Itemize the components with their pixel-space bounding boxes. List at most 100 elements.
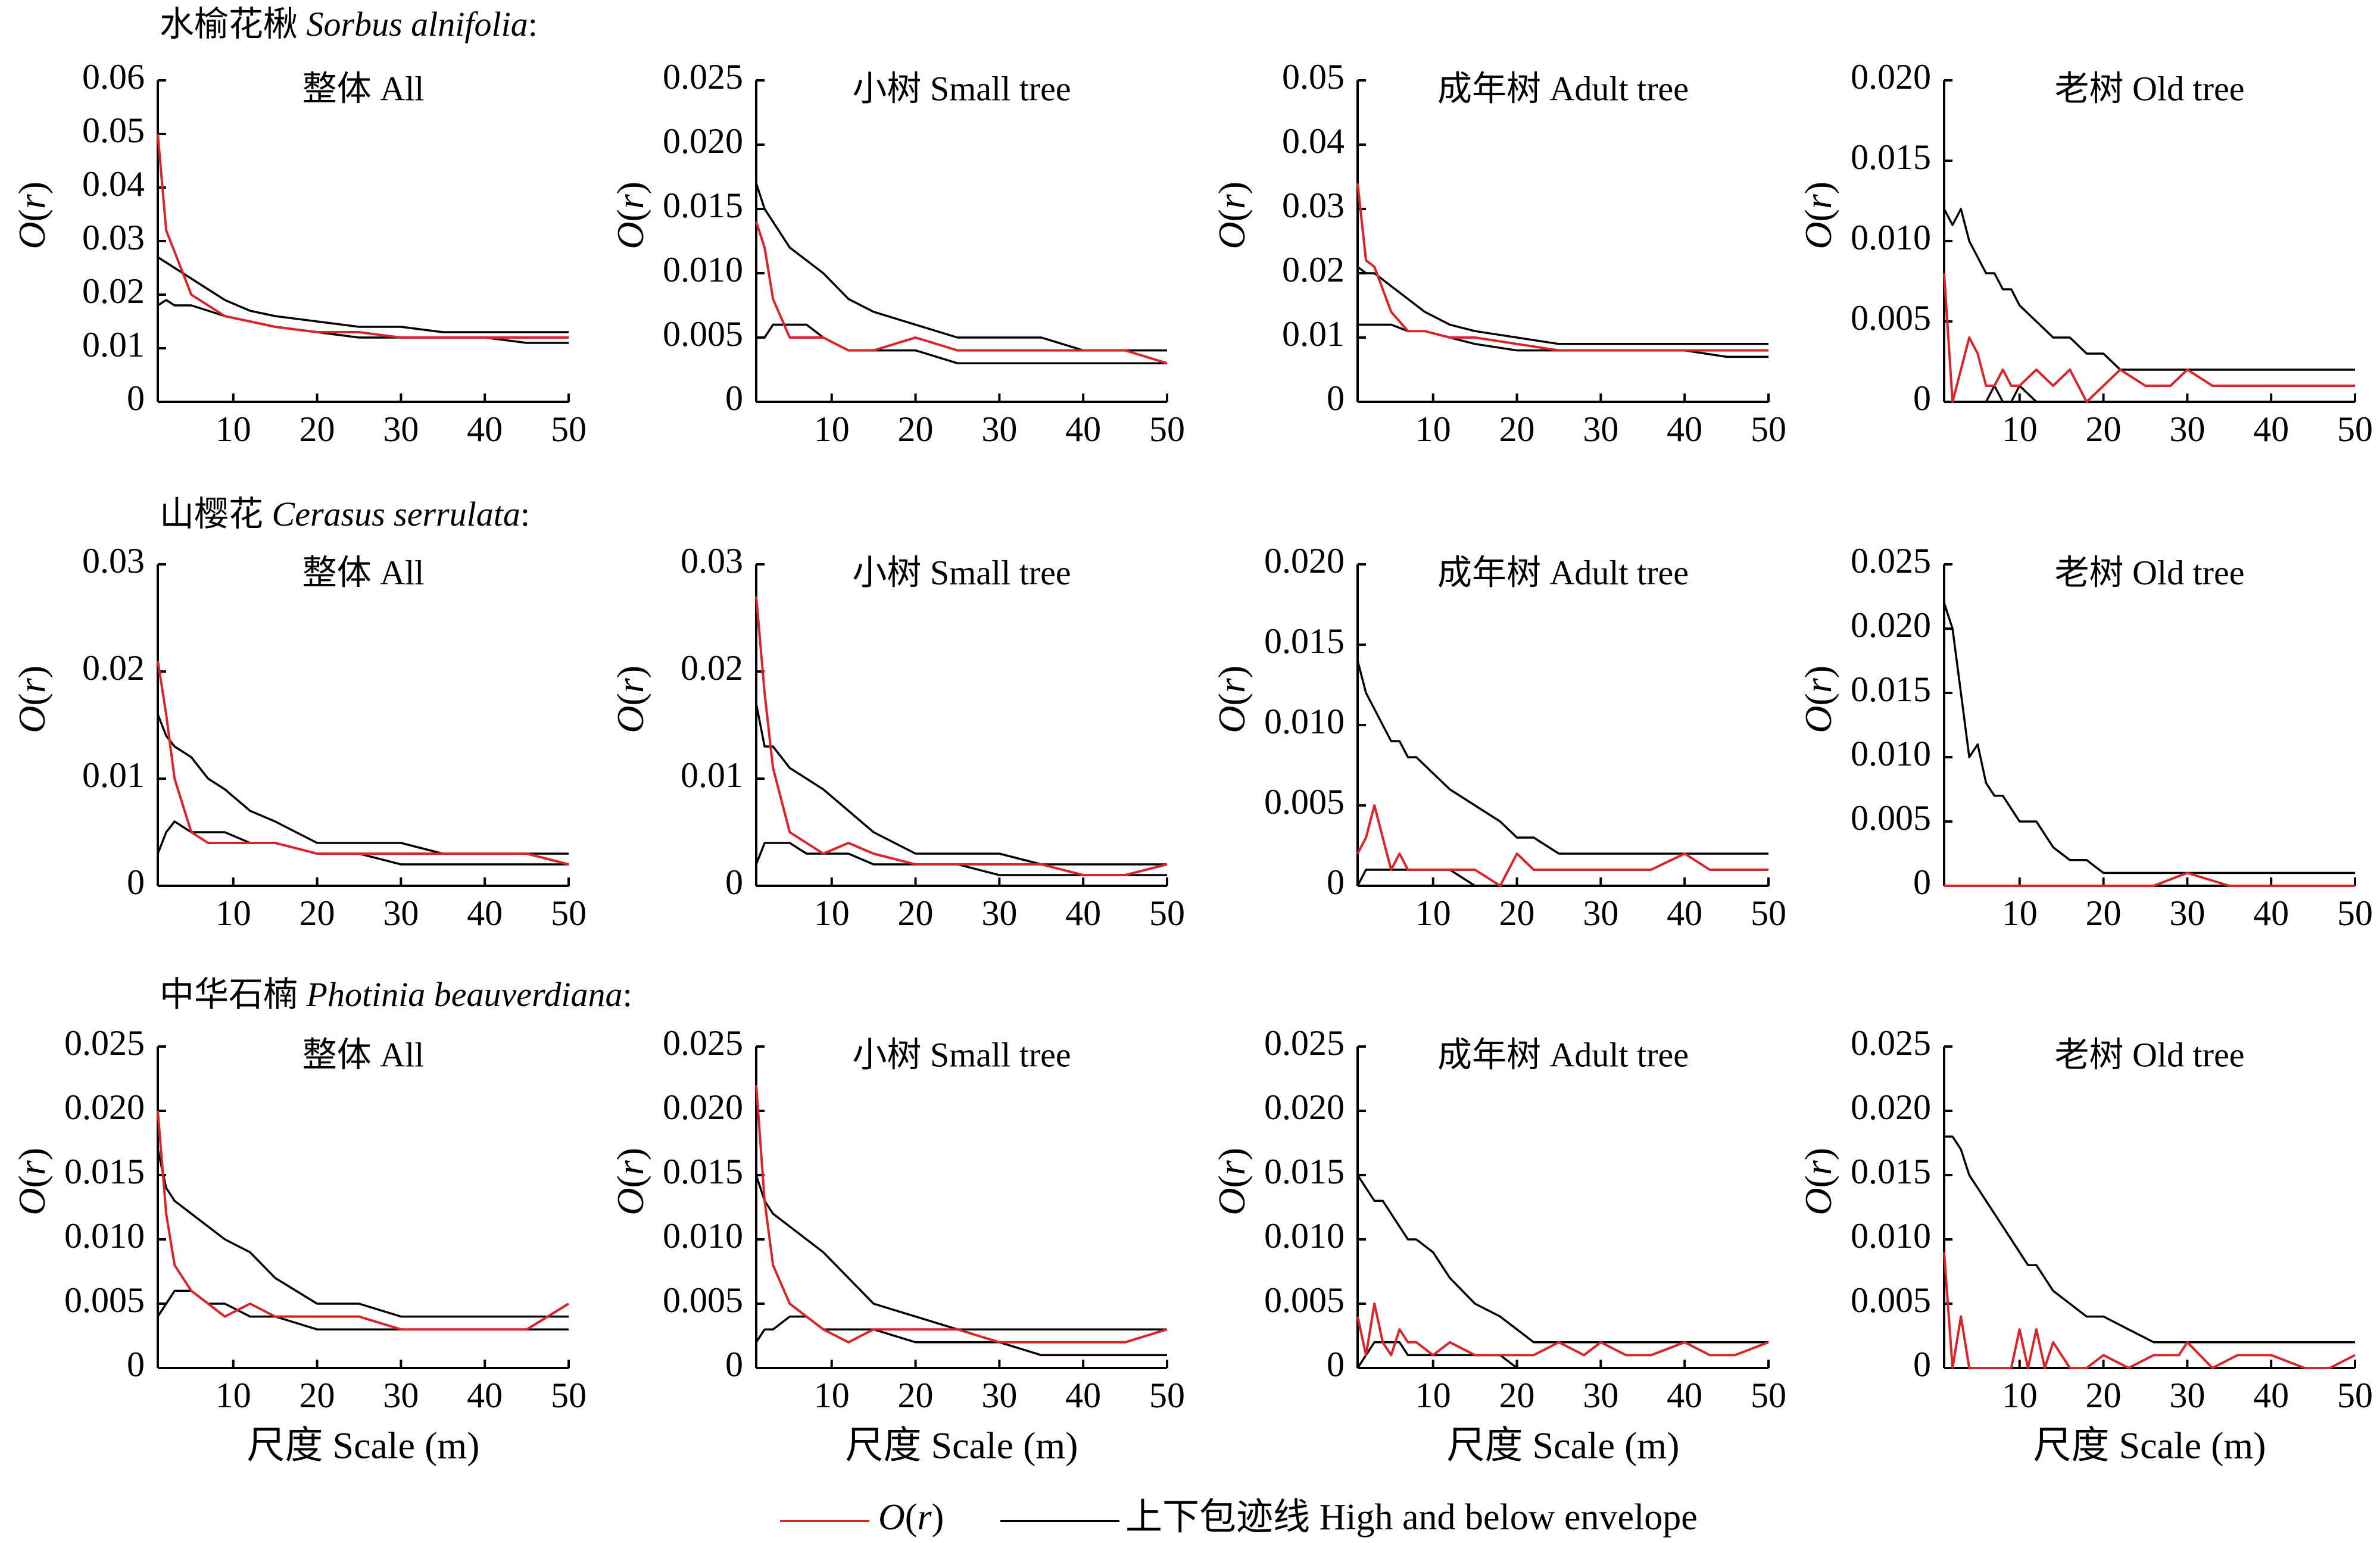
x-tick-label: 40 [467, 410, 503, 449]
series-envelope-line [1943, 208, 2355, 371]
x-tick-label: 40 [1065, 894, 1101, 933]
series-observed-line [755, 221, 1168, 365]
x-axis-label: 尺度 Scale (m) [1447, 1425, 1680, 1467]
species-labels: 水榆花楸 Sorbus alnifolia: 山樱花 Cerasus serrul… [160, 5, 632, 1014]
y-tick-label: 0.020 [663, 1088, 743, 1127]
panel-title: 老树 Old tree [2055, 69, 2245, 108]
series-envelope-line [1358, 323, 1768, 358]
y-tick-label: 0.04 [1282, 121, 1345, 161]
x-tick-label: 20 [300, 894, 335, 933]
x-tick-label: 20 [898, 894, 934, 933]
species-label: 水榆花楸 Sorbus alnifolia: [160, 5, 538, 43]
y-tick-label: 0.015 [1851, 138, 1931, 177]
y-tick-label: 0.015 [663, 1152, 743, 1191]
y-tick-label: 0.02 [1282, 250, 1345, 289]
y-tick-label: 0 [127, 863, 145, 902]
series-envelope-line [1356, 660, 1768, 855]
y-axis-label: O(r) [1211, 182, 1253, 249]
x-tick-label: 30 [2169, 894, 2205, 933]
series-observed-line [1356, 183, 1768, 352]
panel: 0 0.01 0.02 0.03 10 20 30 40 50 小树 Small tree O(r) [609, 541, 1185, 933]
x-tick-label: 50 [2337, 410, 2373, 449]
x-tick-label: 10 [1415, 894, 1451, 933]
species-suffix: : [623, 975, 632, 1014]
x-tick-label: 10 [814, 1376, 850, 1415]
x-axis-labels: 尺度 Scale (m) 尺度 Scale (m) 尺度 Scale (m) 尺度 S… [247, 1425, 2266, 1467]
panel: 0 0.005 0.010 0.015 0.020 0.025 10 20 30 40 50 小树 S… [609, 57, 1185, 449]
panel-title: 小树 Small tree [852, 553, 1071, 592]
x-tick-label: 20 [1499, 1376, 1535, 1415]
species-cn: 水榆花楸 [160, 5, 307, 43]
series-envelope-line [1944, 385, 2355, 403]
y-tick-label: 0.025 [64, 1023, 145, 1063]
y-tick-label: 0.025 [1851, 541, 1931, 580]
y-tick-label: 0.005 [1851, 298, 1931, 338]
panel-title: 小树 Small tree [852, 1035, 1071, 1074]
x-tick-label: 30 [2169, 410, 2205, 449]
y-tick-label: 0 [127, 379, 145, 418]
species-cn: 山樱花 [160, 495, 272, 533]
y-tick-label: 0.020 [1851, 605, 1931, 645]
series-observed-line [157, 660, 569, 866]
y-tick-label: 0.010 [64, 1216, 145, 1255]
y-axis-label: O(r) [11, 666, 53, 733]
x-tick-label: 30 [981, 410, 1017, 449]
y-tick-label: 0.015 [663, 186, 743, 225]
x-tick-label: 10 [2002, 1376, 2038, 1415]
legend: O(r) 上下包迹线 High and below envelope [780, 1497, 1698, 1538]
y-tick-label: 0 [725, 863, 743, 902]
x-tick-label: 30 [2169, 1376, 2205, 1415]
panel-title: 整体 All [302, 69, 425, 108]
x-tick-label: 40 [1065, 410, 1101, 449]
y-tick-label: 0.020 [1264, 541, 1345, 580]
x-tick-label: 10 [216, 410, 251, 449]
y-tick-label: 0.005 [663, 314, 743, 354]
x-tick-label: 20 [2086, 894, 2122, 933]
x-tick-label: 40 [2253, 894, 2289, 933]
series-envelope-line [1944, 1135, 2355, 1344]
panel: 0 0.005 0.010 0.015 0.020 0.025 10 20 30 40 50 成年树 … [1211, 1023, 1786, 1415]
x-tick-label: 10 [2002, 894, 2038, 933]
y-axis-label: O(r) [1797, 666, 1839, 733]
x-tick-label: 30 [1583, 1376, 1618, 1415]
x-axis-label: 尺度 Scale (m) [846, 1425, 1078, 1467]
y-tick-label: 0.02 [82, 271, 145, 311]
panel-title: 成年树 Adult tree [1437, 69, 1689, 108]
y-tick-label: 0.015 [1264, 621, 1345, 661]
y-tick-label: 0.010 [1264, 1216, 1345, 1255]
panel: 0 0.005 0.010 0.015 0.020 10 20 30 40 50 成年树 Adult… [1211, 541, 1786, 933]
y-tick-label: 0.05 [1282, 57, 1345, 96]
series-observed-line [1944, 872, 2355, 887]
x-tick-label: 30 [383, 410, 419, 449]
y-tick-label: 0.03 [1282, 186, 1345, 225]
x-tick-label: 30 [1583, 410, 1618, 449]
species-suffix: : [520, 495, 530, 533]
y-tick-label: 0.010 [663, 250, 743, 289]
y-axis-label: O(r) [1211, 666, 1253, 733]
y-tick-label: 0.015 [64, 1152, 145, 1191]
panel-title: 老树 Old tree [2055, 1035, 2245, 1074]
x-tick-label: 40 [467, 894, 503, 933]
x-tick-label: 50 [2337, 894, 2373, 933]
y-tick-label: 0.01 [1282, 314, 1345, 354]
panel: 0 0.005 0.010 0.015 0.020 0.025 10 20 30 40 50 老树 O… [1797, 1023, 2373, 1415]
species-latin: Photinia beauverdiana [306, 975, 623, 1014]
x-tick-label: 50 [551, 1376, 587, 1415]
y-tick-label: 0 [725, 1345, 743, 1384]
series-envelope-line [1943, 602, 2355, 874]
y-tick-label: 0.01 [681, 755, 743, 795]
y-tick-label: 0.03 [82, 541, 145, 580]
species-latin: Cerasus serrulata [272, 495, 520, 533]
y-axis-label: O(r) [11, 182, 53, 249]
x-tick-label: 10 [216, 894, 251, 933]
series-observed-line [157, 1110, 570, 1331]
x-tick-label: 50 [551, 894, 587, 933]
x-tick-label: 10 [1415, 1376, 1451, 1415]
y-tick-label: 0.005 [1851, 798, 1931, 838]
y-tick-label: 0 [1327, 379, 1345, 418]
y-tick-label: 0 [1327, 1345, 1345, 1384]
species-label: 中华石楠 Photinia beauverdiana: [160, 975, 632, 1014]
y-tick-label: 0.03 [82, 218, 145, 257]
y-axis-label: O(r) [609, 1148, 651, 1216]
